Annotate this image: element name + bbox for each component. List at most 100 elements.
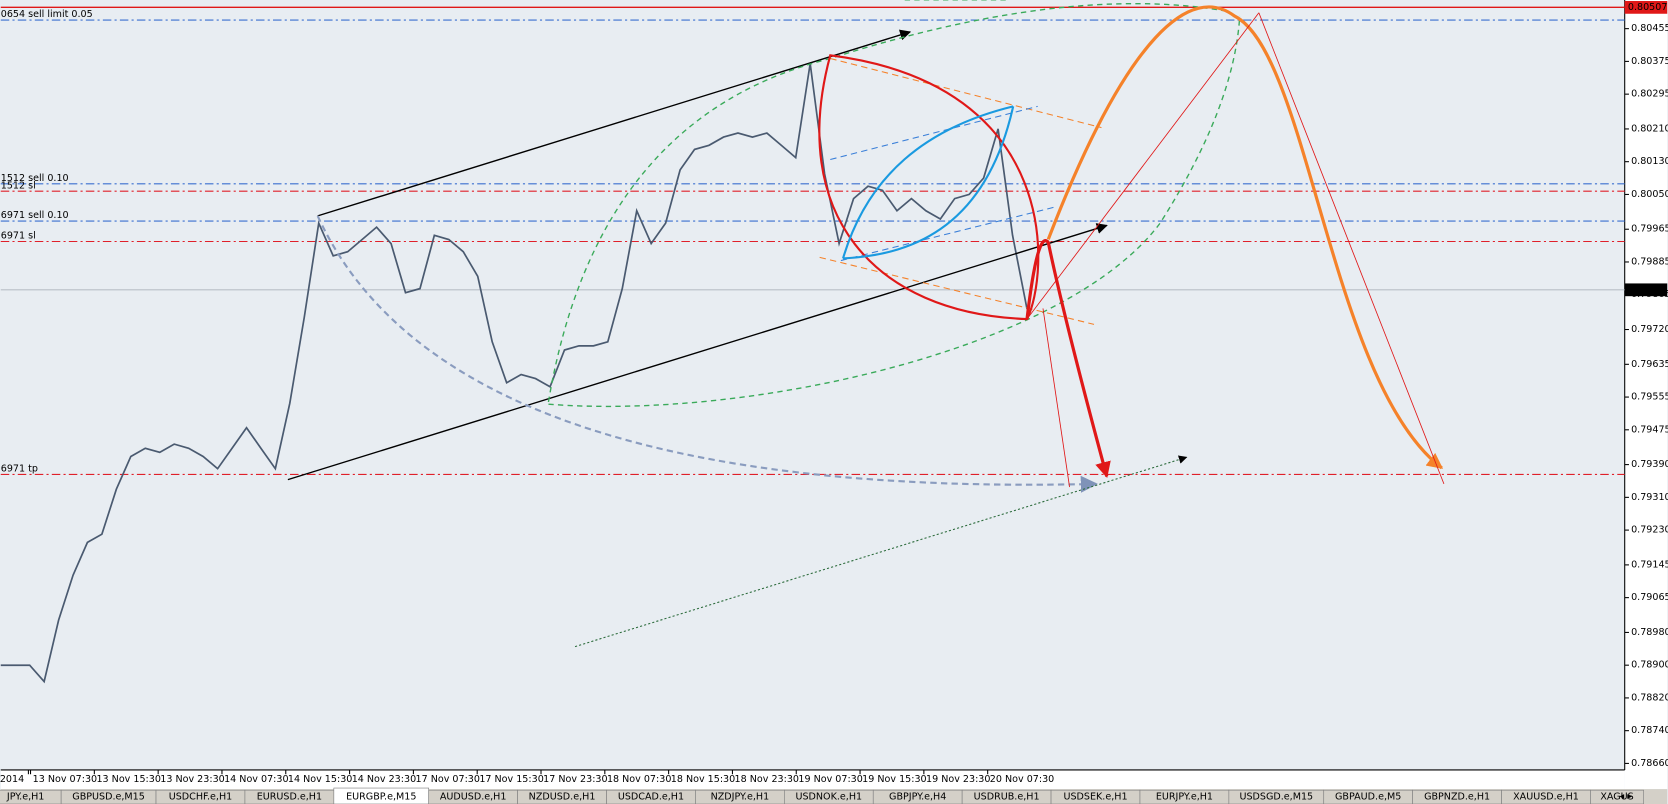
- x-tick-label: 17 Nov 15:30: [479, 774, 543, 785]
- curve: [1025, 239, 1111, 478]
- tab-label: USDCHF.e,H1: [169, 792, 233, 803]
- y-tick-label: 0.78900: [1631, 660, 1668, 671]
- channel-line: [287, 223, 1108, 481]
- x-tick-label: 18 Nov 23:30: [735, 774, 799, 785]
- y-tick-label: 0.80130: [1631, 156, 1668, 167]
- dashed-line: [830, 105, 1038, 161]
- tab-label: GBPUSD.e,M15: [72, 792, 145, 803]
- x-tick-label: 13 Nov 15:30: [96, 774, 160, 785]
- tab-label: EURUSD.e,H1: [257, 792, 322, 803]
- tab[interactable]: GBPJPY.e,H4: [872, 789, 963, 804]
- y-tick-label: 0.79310: [1631, 492, 1668, 503]
- order-label: 6971 sl: [1, 231, 36, 242]
- y-tick-label: 0.79885: [1631, 256, 1668, 267]
- tab[interactable]: USDRUB.e,H1: [961, 789, 1052, 804]
- tab-label: EURGBP.e,M15: [346, 792, 416, 803]
- y-tick-label: 0.80375: [1631, 56, 1668, 67]
- tab[interactable]: EURGBP.e,M15: [333, 787, 430, 804]
- curve: [316, 215, 1098, 493]
- time-axis: [0, 769, 1625, 790]
- tab-label: NZDJPY.e,H1: [711, 792, 770, 803]
- annotations: [287, 0, 1445, 648]
- tab-scroll[interactable]: ◂ ▸: [1619, 791, 1632, 802]
- order-label: 0654 sell limit 0.05: [1, 9, 93, 20]
- tab[interactable]: NZDJPY.e,H1: [695, 789, 785, 804]
- tab[interactable]: AUDUSD.e,H1: [428, 789, 518, 804]
- tab-label: GBPNZD.e,H1: [1424, 792, 1490, 803]
- x-tick-label: 18 Nov 15:30: [671, 774, 735, 785]
- tab-label: GBPJPY.e,H4: [889, 792, 946, 803]
- tab[interactable]: NZDUSD.e,H1: [517, 789, 607, 804]
- tab-label: EURJPY.e,H1: [1156, 792, 1213, 803]
- dashed-line: [819, 256, 1095, 325]
- y-tick-label: 0.80295: [1631, 89, 1668, 100]
- tab-label: XAUUSD.e,H1: [1513, 792, 1579, 803]
- line: [1258, 12, 1445, 485]
- x-tick-label: 19 Nov 15:30: [862, 774, 926, 785]
- x-tick-label: 17 Nov 07:30: [416, 774, 480, 785]
- price-line: [0, 63, 1028, 684]
- tab-label: USDCAD.e,H1: [618, 792, 684, 803]
- tab[interactable]: USDNOK.e,H1: [784, 789, 874, 804]
- tab[interactable]: USDCHF.e,H1: [155, 789, 246, 804]
- x-tick-label: 14 Nov 07:30: [224, 774, 288, 785]
- tab[interactable]: USDSGD.e,M15: [1228, 789, 1325, 804]
- x-tick-label: 17 Nov 23:30: [543, 774, 607, 785]
- line: [1026, 12, 1260, 320]
- curve: [1046, 5, 1444, 470]
- tab[interactable]: GBPAUD.e,M5: [1323, 789, 1413, 804]
- current-price-label: 0.79817: [1628, 284, 1668, 295]
- limit-price-label: 0.80507: [1628, 2, 1668, 13]
- tab-label: AUDUSD.e,H1: [440, 792, 507, 803]
- dashed-line: [840, 206, 1054, 262]
- x-tick-label: 13 Nov 07:30: [33, 774, 97, 785]
- tab[interactable]: XAGUS: [1590, 789, 1644, 804]
- x-tick-label: 2014: [0, 774, 24, 785]
- tab-bg: [1590, 789, 1644, 804]
- y-tick-label: 0.79965: [1631, 224, 1668, 235]
- y-tick-label: 0.79145: [1631, 559, 1668, 570]
- y-tick-label: 0.79635: [1631, 359, 1668, 370]
- x-tick-label: 13 Nov 23:30: [160, 774, 224, 785]
- y-tick-label: 0.78980: [1631, 627, 1668, 638]
- tab[interactable]: GBPUSD.e,M15: [60, 789, 157, 804]
- plot-area: [0, 0, 1625, 770]
- tab[interactable]: USDCAD.e,H1: [606, 789, 696, 804]
- y-tick-label: 0.80210: [1631, 123, 1668, 134]
- tab-label: GBPAUD.e,M5: [1335, 792, 1401, 803]
- x-tick-label: 19 Nov 07:30: [798, 774, 862, 785]
- tab-label: USDSEK.e,H1: [1063, 792, 1127, 803]
- y-tick-label: 0.80455: [1631, 23, 1668, 34]
- tab[interactable]: EURJPY.e,H1: [1139, 789, 1230, 804]
- x-tick-label: 20 Nov 07:30: [990, 774, 1054, 785]
- channel-line: [317, 29, 912, 217]
- y-tick-label: 0.79475: [1631, 424, 1668, 435]
- tab[interactable]: JPY.e,H1: [0, 789, 62, 804]
- y-tick-label: 0.78820: [1631, 692, 1668, 703]
- tab[interactable]: USDSEK.e,H1: [1050, 789, 1141, 804]
- line: [1042, 308, 1070, 488]
- y-tick-label: 0.79065: [1631, 592, 1668, 603]
- y-tick-label: 0.80050: [1631, 189, 1668, 200]
- price-axis: [1624, 0, 1668, 790]
- y-tick-label: 0.79230: [1631, 525, 1668, 536]
- tab[interactable]: GBPNZD.e,H1: [1412, 789, 1502, 804]
- tab[interactable]: XAUUSD.e,H1: [1501, 789, 1591, 804]
- tab-label: NZDUSD.e,H1: [529, 792, 596, 803]
- y-tick-label: 0.79555: [1631, 392, 1668, 403]
- curve: [842, 106, 1015, 260]
- tab-label: USDSGD.e,M15: [1239, 792, 1313, 803]
- y-tick-label: 0.79390: [1631, 459, 1668, 470]
- tab-label: USDRUB.e,H1: [974, 792, 1040, 803]
- dashed-line: [830, 57, 1102, 129]
- tab-label: JPY.e,H1: [6, 792, 45, 803]
- order-label: 1512 sl: [1, 180, 36, 191]
- tab[interactable]: EURUSD.e,H1: [244, 789, 335, 804]
- y-tick-label: 0.79720: [1631, 324, 1668, 335]
- order-label: 6971 sell 0.10: [1, 210, 69, 221]
- order-label: 6971 tp: [1, 464, 38, 475]
- tab-label: XAGUS: [1600, 792, 1633, 803]
- x-tick-label: 14 Nov 15:30: [288, 774, 352, 785]
